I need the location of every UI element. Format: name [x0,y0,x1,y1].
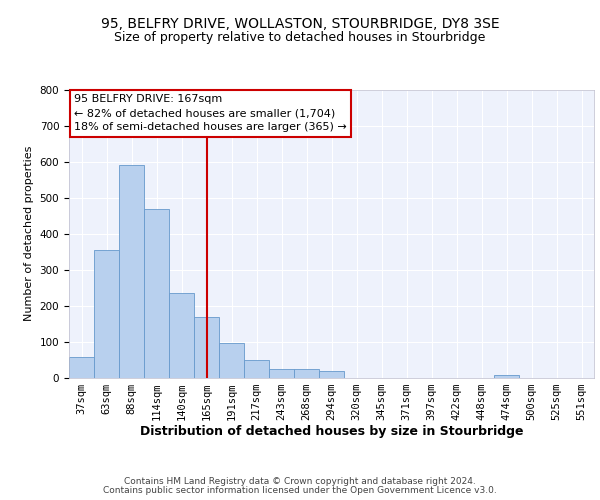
Text: 95, BELFRY DRIVE, WOLLASTON, STOURBRIDGE, DY8 3SE: 95, BELFRY DRIVE, WOLLASTON, STOURBRIDGE… [101,18,499,32]
Text: Contains public sector information licensed under the Open Government Licence v3: Contains public sector information licen… [103,486,497,495]
Text: 95 BELFRY DRIVE: 167sqm
← 82% of detached houses are smaller (1,704)
18% of semi: 95 BELFRY DRIVE: 167sqm ← 82% of detache… [74,94,347,132]
Bar [119,166,144,378]
Bar [294,368,319,378]
Bar [94,250,119,378]
Bar [169,293,194,378]
Bar [269,368,294,378]
Bar [319,371,344,378]
Text: Size of property relative to detached houses in Stourbridge: Size of property relative to detached ho… [115,31,485,44]
Bar [69,357,94,378]
X-axis label: Distribution of detached houses by size in Stourbridge: Distribution of detached houses by size … [140,426,523,438]
Bar [194,317,219,378]
Y-axis label: Number of detached properties: Number of detached properties [24,146,34,322]
Text: Contains HM Land Registry data © Crown copyright and database right 2024.: Contains HM Land Registry data © Crown c… [124,477,476,486]
Bar [244,360,269,378]
Bar [144,210,169,378]
Bar [494,374,519,378]
Bar [219,344,244,378]
